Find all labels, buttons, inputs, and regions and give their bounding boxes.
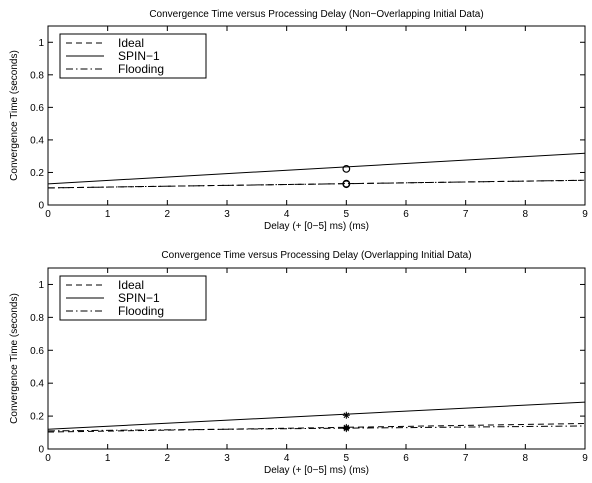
y-tick-label: 1 [38,280,44,291]
y-tick-label: 0.4 [30,379,44,390]
x-tick-label: 0 [45,209,51,220]
y-tick-label: 0 [38,445,44,456]
marker-star [342,425,350,433]
x-tick-label: 6 [403,453,409,464]
legend-label: SPIN−1 [118,49,160,63]
x-tick-label: 2 [165,453,171,464]
legend-label: Ideal [118,278,144,292]
x-tick-label: 7 [463,209,469,220]
x-tick-label: 2 [165,209,171,220]
marker-circle [342,164,351,173]
y-tick-label: 0.8 [30,70,44,81]
x-tick-label: 5 [344,453,350,464]
legend-label: Ideal [118,36,144,50]
x-tick-label: 7 [463,453,469,464]
series-line-dashdot [47,179,586,189]
y-tick-label: 1 [38,38,44,49]
marker-circle [342,180,351,189]
y-tick-label: 0.8 [30,313,44,324]
series-line-solid [47,152,586,185]
y-tick-label: 0.2 [30,168,44,179]
x-tick-label: 3 [224,453,230,464]
x-tick-label: 1 [105,209,111,220]
x-tick-label: 1 [105,453,111,464]
series-line-solid [47,401,586,430]
x-tick-label: 5 [344,209,350,220]
series-line-dashdot [47,425,586,432]
x-tick-label: 4 [284,209,290,220]
x-tick-label: 8 [523,209,529,220]
x-tick-label: 3 [224,209,230,220]
chart-title: Convergence Time versus Processing Delay… [149,9,483,20]
plot-frame [47,267,586,450]
legend-label: Flooding [118,62,164,76]
x-tick-label: 0 [45,453,51,464]
y-tick-label: 0.6 [30,103,44,114]
x-axis-label: Delay (+ [0−5] ms) (ms) [264,465,369,476]
chart-overlapping: Convergence Time versus Processing Delay… [9,250,588,476]
y-tick-label: 0 [38,201,44,212]
x-tick-label: 9 [582,209,588,220]
y-tick-label: 0.6 [30,346,44,357]
x-tick-label: 6 [403,209,409,220]
legend-label: Flooding [118,304,164,318]
y-axis-label: Convergence Time (seconds) [9,50,20,181]
x-tick-label: 9 [582,453,588,464]
plot-frame [47,25,586,206]
chart-non-overlapping: Convergence Time versus Processing Delay… [9,9,588,232]
x-tick-label: 8 [523,453,529,464]
chart-title: Convergence Time versus Processing Delay… [161,250,471,261]
x-tick-label: 4 [284,453,290,464]
y-tick-label: 0.2 [30,412,44,423]
x-axis-label: Delay (+ [0−5] ms) (ms) [264,221,369,232]
legend-label: SPIN−1 [118,291,160,305]
y-axis-label: Convergence Time (seconds) [9,293,20,424]
marker-star [342,411,350,419]
y-tick-label: 0.4 [30,135,44,146]
